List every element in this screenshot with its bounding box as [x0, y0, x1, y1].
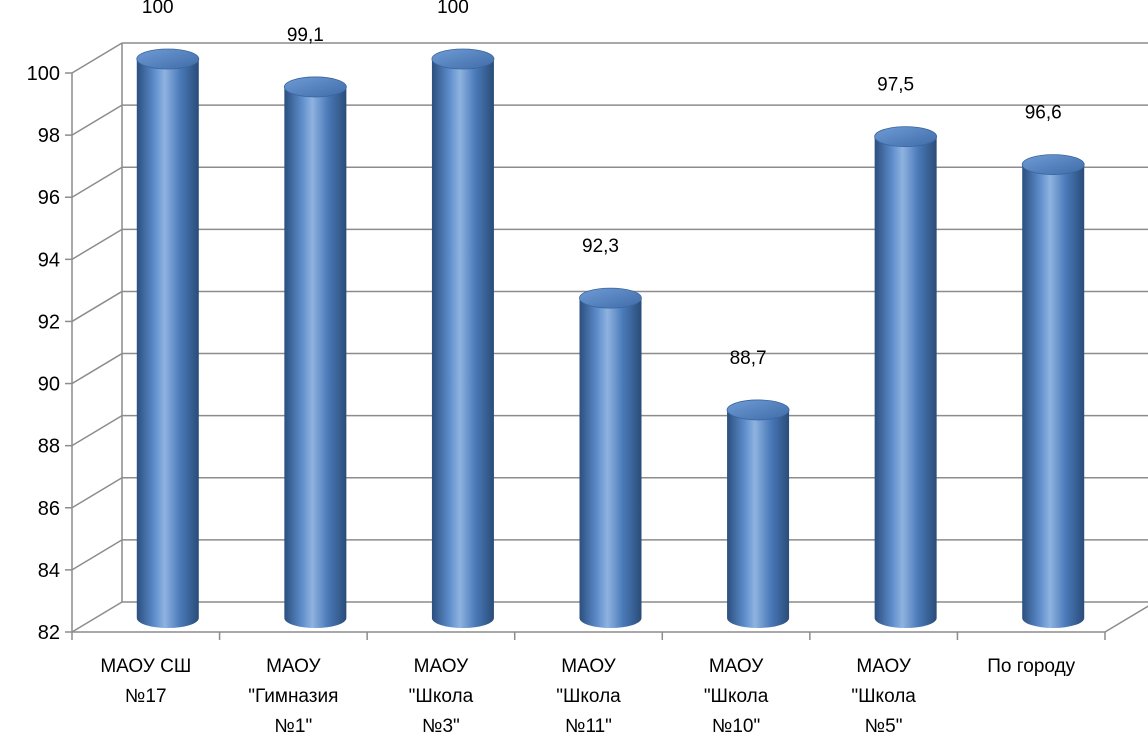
data-label: 88,7: [730, 348, 767, 369]
gridline-diagonal: [71, 290, 123, 323]
gridline-diagonal: [71, 228, 123, 260]
y-tick-label: 82: [38, 622, 60, 644]
gridline-diagonal: [71, 42, 123, 74]
category-label: №17: [125, 686, 167, 707]
category-label: "Школа: [556, 686, 621, 707]
chart-walls: [71, 43, 1148, 640]
bar-top: [283, 76, 347, 98]
bar-body: [136, 59, 199, 628]
bar: [1021, 154, 1085, 628]
category-label: №5": [865, 716, 903, 737]
category-label: МАОУ: [414, 656, 469, 677]
gridline-diagonal: [71, 352, 123, 385]
bar-body: [284, 86, 347, 628]
category-label: "Школа: [704, 686, 769, 707]
category-label: МАОУ: [561, 656, 616, 677]
data-label: 97,5: [877, 75, 914, 96]
bar-top: [1021, 154, 1085, 175]
category-label: МАОУ: [856, 656, 911, 677]
category-label: МАОУ: [266, 656, 321, 677]
category-label: №10": [712, 716, 760, 737]
gridline-diagonal: [71, 477, 123, 509]
category-label: По городу: [987, 656, 1075, 677]
gridline-diagonal: [71, 415, 123, 447]
bar-body: [1022, 164, 1085, 628]
floor-left-edge: [71, 601, 123, 633]
bar-body: [727, 409, 790, 628]
y-tick-label: 94: [38, 249, 60, 271]
y-tick-label: 84: [38, 560, 60, 582]
bar: [283, 76, 347, 628]
category-label: №1": [275, 716, 313, 737]
bar-top: [726, 399, 790, 421]
category-label: №3": [422, 716, 460, 737]
bar-top: [431, 48, 495, 70]
bars: [136, 48, 1085, 628]
bar: [874, 126, 938, 628]
y-tick-label: 96: [38, 187, 60, 209]
category-label: "Школа: [409, 686, 474, 707]
bar-body: [431, 59, 494, 628]
y-tick-label: 100: [27, 63, 60, 85]
data-label: 99,1: [287, 25, 324, 46]
data-label: 96,6: [1025, 103, 1062, 124]
bar: [431, 48, 495, 628]
data-label: 92,3: [582, 236, 619, 257]
data-label: 100: [437, 0, 469, 18]
category-label: №11": [565, 716, 612, 737]
y-tick-label: 86: [38, 498, 60, 520]
bar-body: [874, 136, 937, 628]
category-label: "Гимназия: [248, 686, 338, 707]
bar-top: [579, 287, 642, 309]
labels: 82 84 86 88 90 92 94 96 98 100 100 МАОУ СШ №17 99,1 МА…: [27, 0, 1076, 737]
bar-top: [874, 126, 938, 148]
category-label: МАОУ СШ: [100, 656, 191, 677]
gridline-diagonal: [71, 104, 123, 136]
bar: [579, 287, 642, 628]
floor-right-edge: [1104, 605, 1148, 633]
y-tick-label: 98: [38, 125, 60, 147]
data-label: 100: [142, 0, 174, 18]
bar: [726, 399, 790, 628]
y-tick-label: 90: [38, 374, 60, 396]
bar-top: [136, 48, 200, 70]
y-tick-label: 88: [38, 436, 60, 458]
y-tick-label: 92: [38, 311, 60, 333]
gridline-diagonal: [71, 539, 123, 571]
category-label: "Школа: [851, 686, 916, 707]
bar-body: [579, 298, 642, 628]
category-label: МАОУ: [709, 656, 764, 677]
bar: [136, 48, 200, 628]
gridline-diagonal: [71, 166, 123, 198]
